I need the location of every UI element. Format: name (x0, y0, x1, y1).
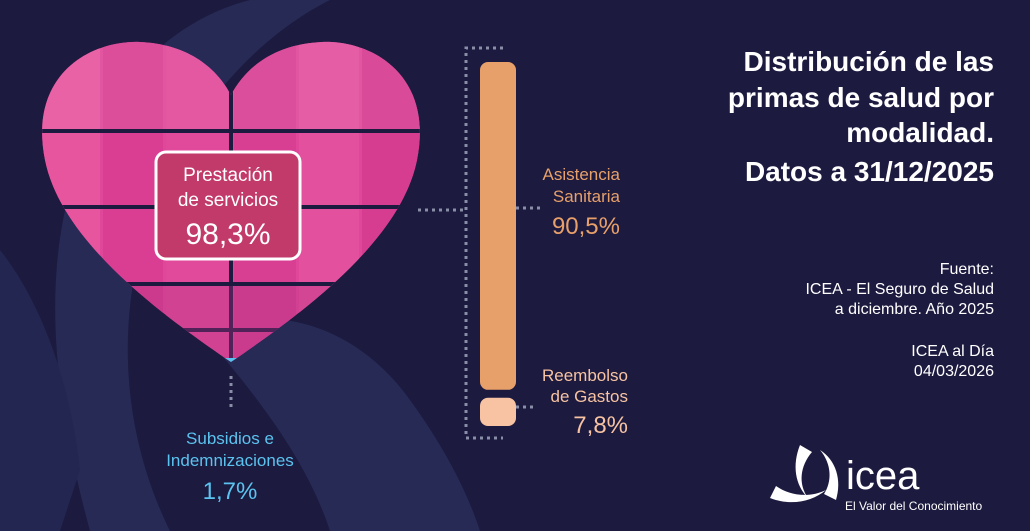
publication-line2: 04/03/2026 (914, 363, 994, 380)
source-line3: a diciembre. Año 2025 (835, 301, 994, 318)
title-line3: modalidad. (846, 117, 994, 148)
bar-reembolso-gastos (480, 397, 516, 426)
icea-triskelion-icon (770, 445, 839, 503)
source-note: Fuente: ICEA - El Seguro de Salud a dici… (805, 261, 994, 380)
icea-wordmark: icea (846, 454, 920, 498)
asistencia-label: Asistencia Sanitaria 90,5% (543, 165, 621, 240)
publication-line1: ICEA al Día (911, 343, 994, 360)
source-line2: ICEA - El Seguro de Salud (805, 281, 994, 298)
icea-tagline: El Valor del Conocimiento (845, 499, 983, 513)
title-line2: primas de salud por (728, 82, 994, 113)
title: Distribución de las primas de salud por … (728, 46, 994, 187)
source-line1: Fuente: (940, 261, 994, 278)
asistencia-label-line2: Sanitaria (553, 187, 621, 206)
subsidios-label-line2: Indemnizaciones (166, 451, 294, 470)
connector-lines (229, 46, 540, 440)
reembolso-value: 7,8% (573, 412, 628, 439)
reembolso-label: Reembolso de Gastos 7,8% (542, 366, 628, 439)
prestacion-label-line2: de servicios (178, 190, 278, 211)
bar-asistencia-sanitaria (480, 62, 516, 390)
subsidios-value: 1,7% (203, 478, 258, 505)
reembolso-label-line2: de Gastos (551, 387, 629, 406)
reembolso-label-line1: Reembolso (542, 366, 628, 385)
subsidios-label: Subsidios e Indemnizaciones 1,7% (166, 429, 294, 505)
title-line4: Datos a 31/12/2025 (745, 156, 994, 187)
asistencia-value: 90,5% (552, 213, 620, 240)
prestacion-callout: Prestación de servicios 98,3% (154, 150, 302, 261)
stacked-bar (480, 62, 516, 426)
asistencia-label-line1: Asistencia (543, 165, 621, 184)
heart-subsidios-segment (42, 358, 420, 362)
icea-logo: icea El Valor del Conocimiento (770, 445, 983, 513)
prestacion-label-line1: Prestación (183, 165, 273, 186)
title-line1: Distribución de las (744, 46, 995, 77)
subsidios-label-line1: Subsidios e (186, 429, 274, 448)
prestacion-value: 98,3% (185, 218, 270, 251)
